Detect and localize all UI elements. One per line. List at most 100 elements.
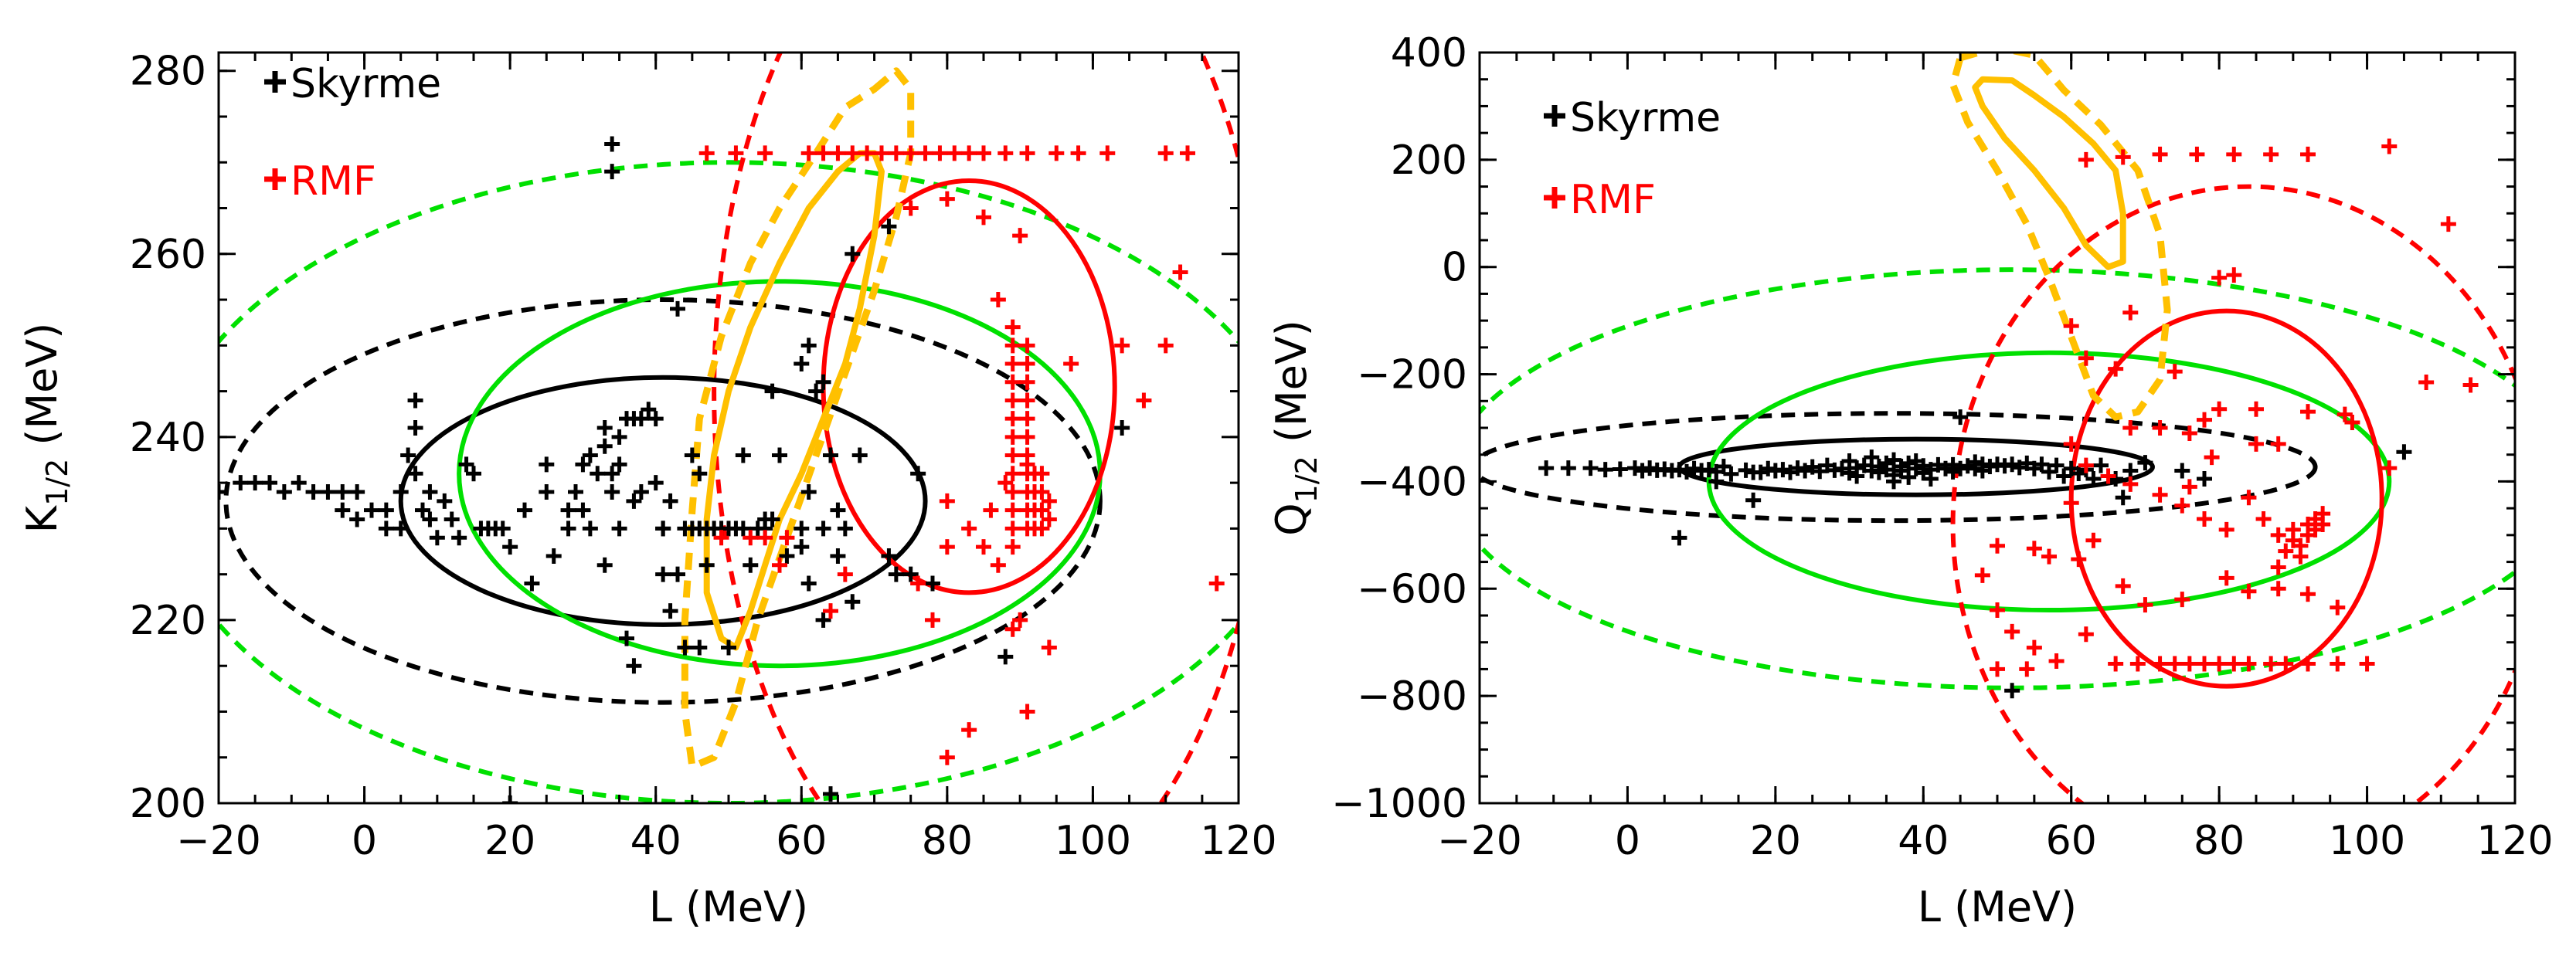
right-point-rmf bbox=[2211, 270, 2228, 286]
right-point-skyrme bbox=[1634, 463, 1650, 479]
left-point-skyrme bbox=[305, 483, 321, 500]
left-point-skyrme bbox=[670, 566, 685, 582]
right-point-rmf bbox=[2122, 476, 2139, 492]
left-point-rmf bbox=[757, 530, 773, 546]
right-point-skyrme bbox=[1901, 469, 1917, 485]
right-point-rmf bbox=[2285, 521, 2301, 538]
right-point-skyrme bbox=[1560, 460, 1576, 476]
right-y-tick-label: 0 bbox=[1442, 245, 1467, 291]
left-point-skyrme bbox=[881, 219, 897, 235]
right-point-rmf bbox=[2381, 138, 2398, 154]
left-point-rmf bbox=[1004, 447, 1021, 463]
left-legend: Skyrme RMF bbox=[264, 61, 441, 205]
right-x-tick-label: −20 bbox=[1437, 818, 1522, 864]
left-point-skyrme bbox=[794, 356, 810, 372]
left-y-axis-label: K1/2 (MeV) bbox=[18, 323, 74, 534]
left-point-rmf bbox=[1048, 145, 1065, 161]
right-point-skyrme bbox=[1723, 466, 1739, 482]
right-point-skyrme bbox=[2174, 463, 2190, 479]
right-plot-area bbox=[1480, 53, 2515, 803]
right-point-rmf bbox=[1974, 567, 1990, 583]
left-point-rmf bbox=[743, 530, 759, 546]
left-point-rmf bbox=[997, 805, 1013, 820]
left-point-skyrme bbox=[626, 658, 642, 674]
left-y-tick-label: 260 bbox=[130, 232, 206, 278]
left-point-rmf bbox=[1004, 429, 1021, 445]
left-point-skyrme bbox=[647, 411, 664, 427]
left-point-rmf bbox=[1019, 704, 1035, 720]
left-point-skyrme bbox=[823, 786, 838, 802]
left-point-rmf bbox=[997, 475, 1014, 491]
left-point-skyrme bbox=[502, 539, 518, 555]
right-point-rmf bbox=[2211, 401, 2228, 417]
left-point-rmf bbox=[902, 145, 919, 161]
right-legend-label-skyrme: Skyrme bbox=[1570, 95, 1721, 141]
right-point-rmf bbox=[2115, 149, 2131, 165]
left-point-rmf bbox=[1070, 145, 1086, 161]
left-point-skyrme bbox=[545, 548, 562, 564]
right-point-rmf bbox=[2181, 479, 2197, 495]
left-point-rmf bbox=[1041, 511, 1057, 527]
right-point-skyrme bbox=[1789, 460, 1806, 476]
left-point-rmf bbox=[939, 539, 955, 555]
left-point-rmf bbox=[997, 145, 1014, 161]
left-point-skyrme bbox=[400, 447, 416, 463]
left-ellipse-skyrme-2sigma bbox=[223, 297, 1103, 705]
left-point-skyrme bbox=[429, 530, 445, 546]
left-point-rmf bbox=[1004, 539, 1021, 555]
left-point-skyrme bbox=[407, 392, 423, 409]
left-point-skyrme bbox=[560, 502, 576, 518]
left-point-skyrme bbox=[641, 402, 657, 418]
right-point-skyrme bbox=[1701, 462, 1717, 478]
right-point-rmf bbox=[2248, 436, 2264, 452]
left-point-skyrme bbox=[378, 521, 394, 537]
left-point-skyrme bbox=[262, 475, 277, 491]
right-point-rmf bbox=[2300, 586, 2316, 602]
right-point-skyrme bbox=[1871, 458, 1887, 474]
right-point-rmf bbox=[2381, 460, 2398, 476]
left-point-skyrme bbox=[794, 539, 810, 555]
left-point-skyrme bbox=[698, 557, 715, 573]
left-x-tick-label: 120 bbox=[1200, 818, 1276, 864]
right-x-tick-label: 120 bbox=[2476, 818, 2553, 864]
left-point-rmf bbox=[976, 805, 991, 820]
right-point-rmf bbox=[1990, 538, 2005, 554]
left-point-skyrme bbox=[407, 466, 423, 482]
right-ellipse-combined-1sigma bbox=[1706, 350, 2392, 613]
right-point-skyrme bbox=[1745, 492, 1762, 508]
left-point-skyrme bbox=[364, 502, 379, 518]
right-point-skyrme bbox=[1708, 473, 1725, 490]
right-point-rmf bbox=[2359, 656, 2375, 672]
left-point-skyrme bbox=[560, 521, 576, 537]
left-point-skyrme bbox=[596, 557, 613, 573]
left-point-rmf bbox=[859, 145, 875, 161]
left-point-skyrme bbox=[997, 649, 1014, 665]
right-point-skyrme bbox=[1967, 454, 1983, 470]
left-point-skyrme bbox=[925, 575, 940, 592]
right-point-rmf bbox=[2152, 146, 2168, 162]
left-point-skyrme bbox=[1114, 420, 1130, 436]
left-point-rmf bbox=[1157, 145, 1174, 161]
right-point-rmf bbox=[2026, 639, 2042, 656]
left-point-rmf bbox=[1012, 805, 1028, 820]
left-point-rmf bbox=[990, 557, 1006, 573]
right-point-skyrme bbox=[1738, 462, 1754, 478]
left-point-skyrme bbox=[611, 456, 627, 473]
left-point-skyrme bbox=[393, 521, 409, 537]
right-point-rmf bbox=[2078, 457, 2094, 473]
left-point-skyrme bbox=[692, 639, 708, 656]
right-point-rmf bbox=[2152, 656, 2168, 672]
left-point-skyrme bbox=[320, 483, 336, 500]
right-point-skyrme bbox=[2034, 456, 2050, 473]
left-y-tick-label: 200 bbox=[130, 781, 206, 827]
right-point-skyrme bbox=[1849, 468, 1865, 484]
left-point-skyrme bbox=[466, 466, 481, 482]
right-y-tick-label: 200 bbox=[1391, 137, 1467, 184]
left-point-skyrme bbox=[764, 383, 780, 399]
left-point-rmf bbox=[1246, 420, 1261, 436]
right-point-rmf bbox=[2440, 216, 2456, 232]
left-point-skyrme bbox=[524, 575, 540, 592]
right-point-skyrme bbox=[1775, 462, 1791, 478]
right-contour-gold-2sigma bbox=[1949, 53, 2171, 421]
right-point-rmf bbox=[2226, 267, 2242, 283]
